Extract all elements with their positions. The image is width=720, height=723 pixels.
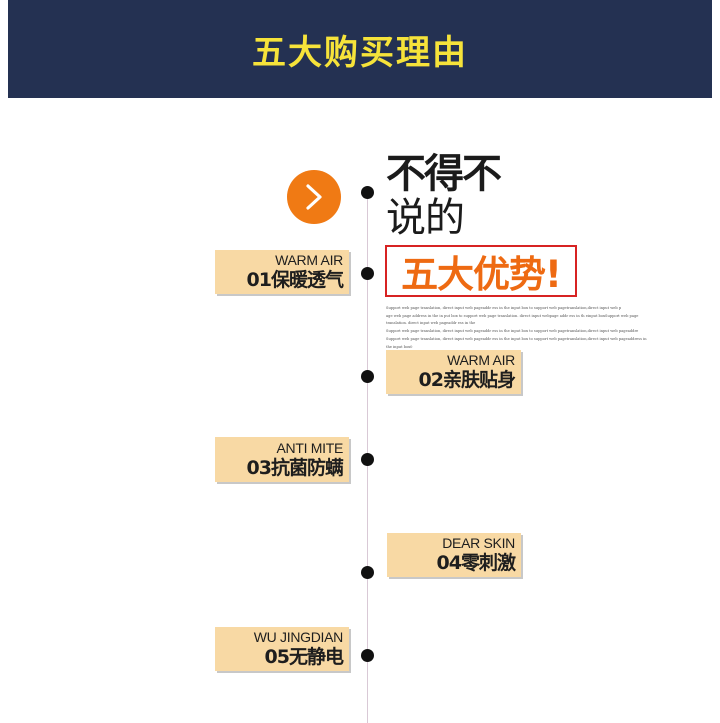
headline-line-2: 说的 xyxy=(386,195,465,241)
fine-print-line: Support web page translation, direct inp… xyxy=(386,306,622,310)
reason-english-label: ANTI MITE xyxy=(276,439,343,456)
header-banner: 五大购买理由 xyxy=(8,0,712,98)
page-title: 五大购买理由 xyxy=(252,32,468,73)
chevron-right-icon xyxy=(287,170,341,224)
reason-english-label: WU JINGDIAN xyxy=(253,629,344,645)
reason-tag-04: DEAR SKIN 04零刺激 xyxy=(387,533,521,577)
timeline-dot xyxy=(361,186,374,199)
headline-highlight-box: 五大优势! xyxy=(385,245,577,297)
reason-english-label: DEAR SKIN xyxy=(442,535,515,551)
timeline-dot xyxy=(361,453,374,466)
fine-print-line: Support web page translation, direct inp… xyxy=(386,336,647,349)
reason-english-label: WARM AIR xyxy=(275,252,343,268)
reason-tag-05: WU JINGDIAN 05无静电 xyxy=(215,627,349,671)
fine-print-line: Support web page translation, direct inp… xyxy=(386,329,639,334)
reason-chinese-label: 04零刺激 xyxy=(436,552,516,574)
reason-chinese-label: 05无静电 xyxy=(264,646,344,668)
reason-tag-02: WARM AIR 02亲肤贴身 xyxy=(386,350,521,394)
reason-tag-03: ANTI MITE 03抗菌防螨 xyxy=(215,437,349,482)
timeline-dot xyxy=(361,566,374,579)
reason-tag-01: WARM AIR 01保暖透气 xyxy=(215,250,349,294)
reason-english-label: WARM AIR xyxy=(447,352,515,368)
timeline-dot xyxy=(361,267,374,280)
headline-highlight: 五大优势! xyxy=(401,253,562,296)
timeline-dot xyxy=(361,370,374,383)
reason-chinese-label: 02亲肤贴身 xyxy=(418,369,516,391)
reason-chinese-label: 01保暖透气 xyxy=(246,269,344,291)
headline-line-1: 不得不 xyxy=(386,151,502,197)
timeline-dot xyxy=(361,649,374,662)
reason-chinese-label: 03抗菌防螨 xyxy=(246,456,344,479)
fine-print-line: age web page address in the in put box t… xyxy=(386,313,639,326)
